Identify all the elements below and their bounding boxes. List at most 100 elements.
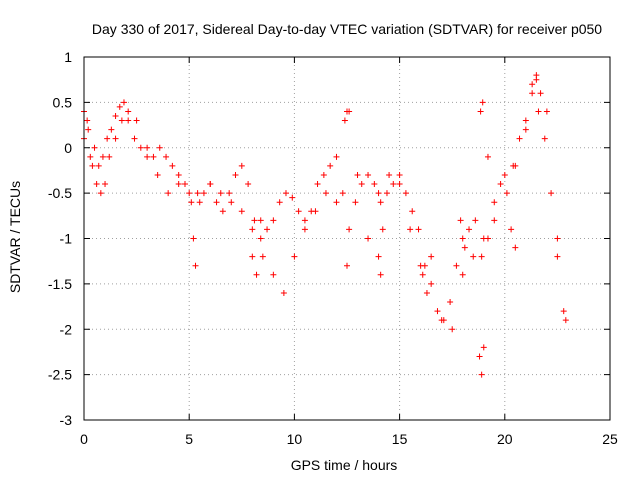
data-point	[484, 153, 491, 160]
data-point	[108, 126, 115, 133]
data-point	[352, 199, 359, 206]
data-point	[479, 99, 486, 106]
data-point	[238, 208, 245, 215]
data-point	[228, 199, 235, 206]
data-point	[341, 117, 348, 124]
data-point	[219, 208, 226, 215]
data-point	[491, 217, 498, 224]
data-point	[144, 144, 151, 151]
data-point	[537, 90, 544, 97]
data-point	[251, 217, 258, 224]
data-point	[291, 253, 298, 260]
data-point	[501, 171, 508, 178]
data-point	[541, 135, 548, 142]
data-point	[226, 190, 233, 197]
data-point	[207, 181, 214, 188]
data-point	[125, 108, 132, 115]
data-point	[466, 226, 473, 233]
data-point	[106, 153, 113, 160]
y-axis-label: SDTVAR / TECUs	[7, 181, 23, 293]
data-point	[365, 235, 372, 242]
data-point	[377, 199, 384, 206]
data-point	[295, 208, 302, 215]
data-point	[91, 144, 98, 151]
data-point	[383, 190, 390, 197]
data-point	[99, 153, 106, 160]
y-tick-label: -2.5	[48, 367, 72, 383]
data-point	[289, 194, 296, 201]
data-point	[459, 271, 466, 278]
data-point	[188, 199, 195, 206]
data-point	[181, 181, 188, 188]
series-2	[81, 72, 569, 333]
data-point	[232, 171, 239, 178]
data-point	[120, 99, 127, 106]
data-point	[282, 190, 289, 197]
data-point	[512, 162, 519, 169]
data-point	[194, 190, 201, 197]
data-point	[508, 226, 515, 233]
data-point	[396, 181, 403, 188]
data-point	[428, 280, 435, 287]
data-point	[390, 181, 397, 188]
data-point	[354, 171, 361, 178]
x-tick-label: 0	[80, 431, 88, 447]
data-point	[529, 81, 536, 88]
data-point	[131, 135, 138, 142]
data-point	[480, 344, 487, 351]
data-point	[491, 199, 498, 206]
data-point	[89, 162, 96, 169]
data-point	[461, 244, 468, 251]
data-point	[346, 226, 353, 233]
series-1	[81, 90, 567, 324]
data-point	[543, 108, 550, 115]
data-point	[409, 208, 416, 215]
data-point	[457, 217, 464, 224]
x-tick-label: 15	[392, 431, 408, 447]
data-point	[562, 317, 569, 324]
data-point	[314, 181, 321, 188]
y-tick-label: -2	[60, 321, 73, 337]
data-point	[438, 317, 445, 324]
y-tick-label: 1	[64, 49, 72, 65]
data-points	[81, 72, 569, 378]
data-point	[453, 262, 460, 269]
data-point	[386, 171, 393, 178]
data-point	[165, 190, 172, 197]
data-point	[238, 162, 245, 169]
data-point	[125, 117, 132, 124]
data-point	[497, 181, 504, 188]
data-point	[190, 235, 197, 242]
data-point	[402, 190, 409, 197]
grid	[84, 57, 610, 420]
data-point	[253, 271, 260, 278]
data-point	[434, 308, 441, 315]
chart-title: Day 330 of 2017, Sidereal Day-to-day VTE…	[92, 21, 602, 37]
y-axis-ticks: -3 -2.5 -2 -1.5 -1 -0.5 0 0.5 1	[48, 49, 610, 428]
data-point	[554, 235, 561, 242]
y-tick-label: -1.5	[48, 276, 72, 292]
data-point	[249, 253, 256, 260]
data-point	[554, 253, 561, 260]
data-point	[522, 117, 529, 124]
data-point	[344, 262, 350, 269]
data-point	[270, 217, 277, 224]
data-point	[396, 171, 403, 178]
data-point	[156, 144, 163, 151]
data-point	[137, 144, 144, 151]
data-point	[480, 235, 487, 242]
data-point	[322, 190, 329, 197]
data-point	[423, 289, 430, 296]
x-tick-label: 5	[185, 431, 193, 447]
data-point	[459, 235, 466, 242]
data-point	[478, 371, 485, 378]
y-tick-label: -3	[60, 412, 73, 428]
data-point	[245, 181, 252, 188]
data-point	[186, 190, 193, 197]
y-tick-label: 0	[64, 140, 72, 156]
data-point	[419, 271, 426, 278]
data-point	[417, 262, 424, 269]
y-tick-label: -0.5	[48, 185, 72, 201]
data-point	[276, 199, 283, 206]
data-point	[516, 135, 523, 142]
